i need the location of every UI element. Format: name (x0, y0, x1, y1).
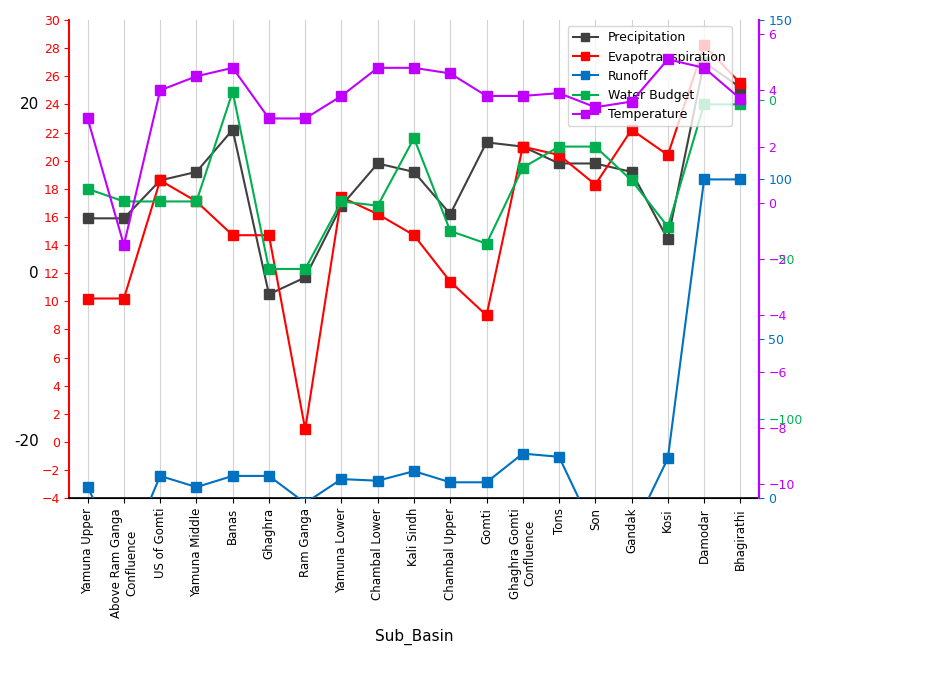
Text: 0: 0 (30, 266, 39, 281)
Text: -20: -20 (14, 435, 39, 450)
Legend: Precipitation, Evapotranspiration, Runoff, Water Budget, Temperature: Precipitation, Evapotranspiration, Runof… (568, 26, 732, 126)
X-axis label: Sub_Basin: Sub_Basin (375, 629, 453, 645)
Text: 20: 20 (19, 97, 39, 112)
